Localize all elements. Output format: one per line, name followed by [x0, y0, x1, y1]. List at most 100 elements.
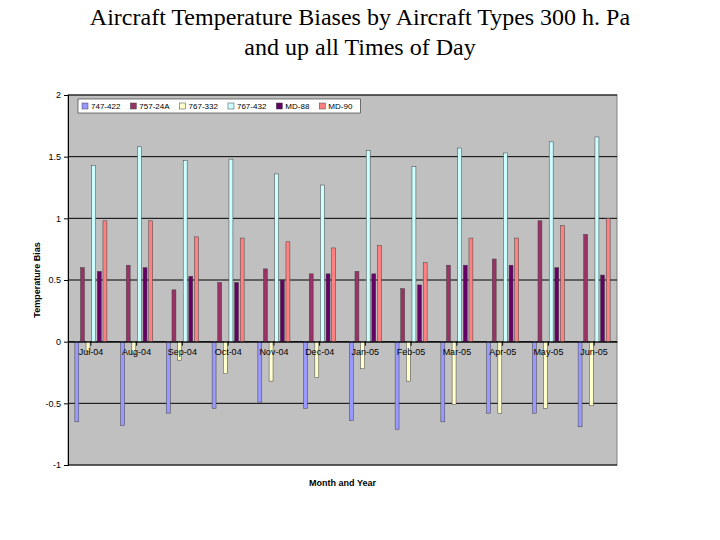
x-tick: Jan-05 [352, 342, 380, 357]
legend-label: 757-24A [139, 102, 170, 111]
bar [172, 290, 176, 342]
bar [143, 268, 147, 342]
y-tick-label: 1 [56, 214, 61, 224]
legend-label: 767-332 [189, 102, 219, 111]
legend-label: 767-432 [237, 102, 267, 111]
x-tick-label: May-05 [533, 347, 563, 357]
x-tick-mark [365, 342, 366, 346]
y-tick-mark [64, 157, 68, 158]
bar [326, 274, 330, 342]
x-tick: Aug-04 [122, 342, 151, 357]
x-axis-line [69, 342, 618, 343]
x-tick-mark [273, 342, 274, 346]
chart-title: Aircraft Temperature Biases by Aircraft … [70, 2, 650, 62]
y-tick: 1.5 [48, 152, 68, 162]
bar-series [86, 342, 593, 414]
legend-swatch [180, 103, 186, 109]
y-tick-label: -0.5 [45, 399, 61, 409]
bar-series [80, 221, 587, 342]
x-tick: Jun-05 [580, 342, 608, 357]
x-tick-label: Feb-05 [397, 347, 426, 357]
legend-items: 747-422757-24A767-332767-432MD-88MD-90 [82, 102, 353, 111]
bar [189, 276, 193, 341]
x-tick: Feb-05 [397, 342, 426, 357]
x-tick-label: Dec-04 [305, 347, 334, 357]
bar [469, 238, 473, 342]
bar [332, 248, 336, 342]
x-tick-mark [228, 342, 229, 346]
y-axis: -1-0.500.511.52 [45, 90, 68, 470]
x-tick-mark [456, 342, 457, 346]
x-axis-title: Month and Year [309, 478, 376, 488]
x-tick: Nov-04 [259, 342, 288, 357]
legend-label: MD-90 [328, 102, 353, 111]
bar [515, 238, 519, 342]
bar [320, 185, 324, 342]
grid-line [68, 156, 617, 157]
x-tick-label: Jul-04 [79, 347, 104, 357]
y-tick: -0.5 [45, 399, 68, 409]
bar-series [92, 137, 599, 342]
legend-swatch [82, 103, 88, 109]
legend-box [78, 99, 360, 113]
legend-item: MD-90 [319, 102, 353, 111]
x-tick-mark [594, 342, 595, 346]
legend-item: 767-332 [180, 102, 219, 111]
bar [183, 160, 187, 341]
y-tick-mark [64, 342, 68, 343]
bar [218, 282, 222, 341]
x-tick-label: Mar-05 [443, 347, 472, 357]
y-tick-label: 0.5 [48, 275, 61, 285]
bar [92, 165, 96, 341]
x-tick: May-05 [533, 342, 563, 357]
bar [595, 137, 599, 342]
bar [606, 218, 610, 341]
y-tick-mark [64, 465, 68, 466]
x-tick-mark [319, 342, 320, 346]
x-axis: Jul-04 Aug-04 Sep-04 Oct-04 Nov-04 Dec-04 Jan-… [69, 342, 618, 357]
legend-swatch [228, 103, 234, 109]
x-tick-label: Nov-04 [259, 347, 288, 357]
bar [126, 265, 130, 341]
bar [372, 274, 376, 342]
bar [560, 226, 564, 342]
bar [555, 268, 559, 342]
bar [80, 268, 84, 342]
y-axis-line [64, 96, 69, 466]
grid-line [68, 218, 617, 219]
bar [446, 265, 450, 341]
bar [97, 271, 101, 341]
bar [263, 269, 267, 342]
x-tick-label: Apr-05 [489, 347, 516, 357]
bar [509, 265, 513, 341]
bar [549, 142, 553, 342]
bar [194, 237, 198, 342]
x-tick-label: Sep-04 [168, 347, 197, 357]
bar [286, 242, 290, 342]
y-tick-label: 2 [56, 90, 61, 100]
x-tick-mark [411, 342, 412, 346]
legend-label: MD-88 [285, 102, 310, 111]
bar [280, 280, 284, 342]
y-tick-label: 0 [56, 337, 61, 347]
bar [229, 159, 233, 342]
x-tick: Oct-04 [215, 342, 242, 357]
x-tick: Apr-05 [489, 342, 516, 357]
bars [75, 137, 610, 429]
bar-series [103, 218, 610, 341]
bar [401, 289, 405, 342]
bar [103, 221, 107, 342]
x-tick-mark [136, 342, 137, 346]
grid [68, 95, 617, 465]
bar [423, 263, 427, 342]
x-tick-label: Oct-04 [215, 347, 242, 357]
x-tick: Jul-04 [79, 342, 104, 357]
x-tick-mark [90, 342, 91, 346]
bar [309, 274, 313, 342]
bar [463, 265, 467, 341]
y-axis-title: Temperature Bias [32, 242, 42, 317]
x-tick-mark [548, 342, 549, 346]
y-tick-mark [64, 95, 68, 96]
legend: 747-422757-24A767-332767-432MD-88MD-90 [78, 99, 360, 113]
bar [240, 238, 244, 342]
